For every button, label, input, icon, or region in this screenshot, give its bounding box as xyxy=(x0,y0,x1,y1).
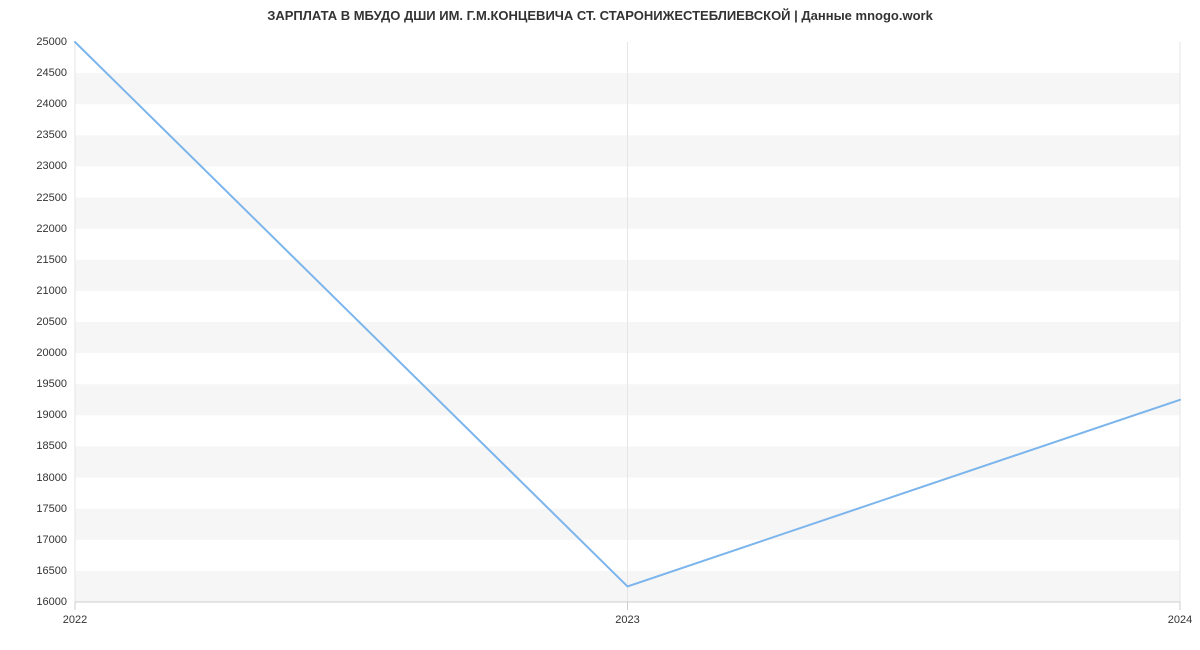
y-tick-label: 18500 xyxy=(17,440,67,452)
y-tick-label: 16000 xyxy=(17,596,67,608)
salary-chart: ЗАРПЛАТА В МБУДО ДШИ ИМ. Г.М.КОНЦЕВИЧА С… xyxy=(0,0,1200,650)
y-tick-label: 23500 xyxy=(17,129,67,141)
y-tick-label: 19000 xyxy=(17,409,67,421)
chart-plot-area xyxy=(0,0,1200,650)
y-tick-label: 23000 xyxy=(17,160,67,172)
x-tick-label: 2023 xyxy=(615,614,639,626)
y-tick-label: 22000 xyxy=(17,223,67,235)
y-tick-label: 20500 xyxy=(17,316,67,328)
chart-title: ЗАРПЛАТА В МБУДО ДШИ ИМ. Г.М.КОНЦЕВИЧА С… xyxy=(0,8,1200,23)
y-tick-label: 18000 xyxy=(17,472,67,484)
y-tick-label: 24000 xyxy=(17,98,67,110)
y-tick-label: 21000 xyxy=(17,285,67,297)
y-tick-label: 19500 xyxy=(17,378,67,390)
y-tick-label: 22500 xyxy=(17,192,67,204)
y-tick-label: 20000 xyxy=(17,347,67,359)
x-tick-label: 2024 xyxy=(1168,614,1192,626)
y-tick-label: 21500 xyxy=(17,254,67,266)
y-tick-label: 17000 xyxy=(17,534,67,546)
x-tick-label: 2022 xyxy=(63,614,87,626)
y-tick-label: 25000 xyxy=(17,36,67,48)
y-tick-label: 16500 xyxy=(17,565,67,577)
y-tick-label: 17500 xyxy=(17,503,67,515)
y-tick-label: 24500 xyxy=(17,67,67,79)
